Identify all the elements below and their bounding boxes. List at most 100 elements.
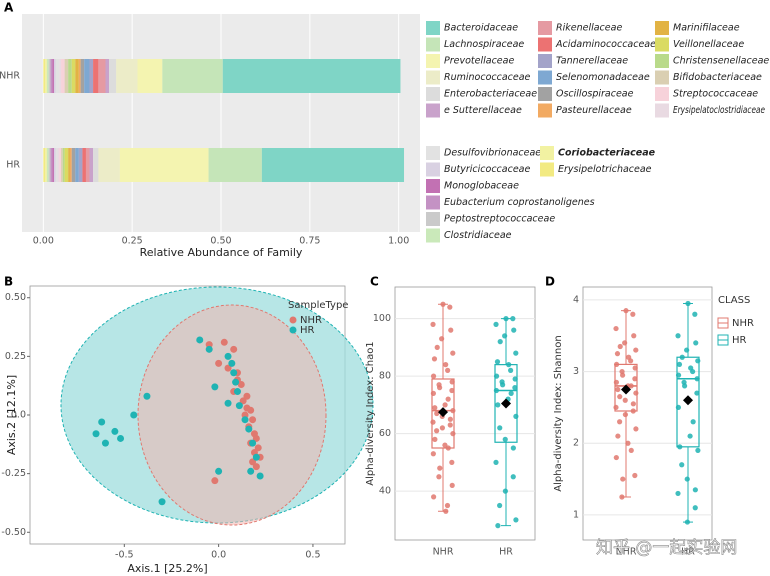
legend-swatch <box>538 21 552 35</box>
data-point <box>497 425 503 431</box>
confidence-ellipse <box>137 304 327 526</box>
data-point <box>613 454 619 461</box>
data-point <box>434 410 440 417</box>
data-point <box>690 419 696 425</box>
bar-segment <box>46 59 49 93</box>
data-point <box>437 465 443 471</box>
mean-marker <box>501 398 511 409</box>
legend-label: Peptostreptococcaceae <box>444 214 555 225</box>
data-point <box>224 399 232 407</box>
x-tick-label: HR <box>499 547 513 558</box>
mean-marker <box>621 384 631 395</box>
mean-marker <box>683 395 693 406</box>
legend-label: Ruminococcaceae <box>444 72 531 83</box>
bar-segment <box>48 148 51 182</box>
bar-segment <box>98 148 120 182</box>
data-point <box>622 397 628 403</box>
legend-swatch <box>538 70 552 85</box>
legend-label: Prevotellaceae <box>444 56 514 67</box>
legend-swatch <box>655 103 669 118</box>
data-point <box>622 411 629 418</box>
data-point <box>233 388 241 396</box>
bar-segment <box>57 148 60 182</box>
data-point <box>513 517 519 523</box>
data-point <box>92 430 100 438</box>
data-point <box>615 386 621 393</box>
data-point <box>252 453 260 461</box>
data-point <box>615 433 621 439</box>
legend-swatch <box>426 87 440 101</box>
bar-segment <box>43 148 46 182</box>
data-point <box>117 434 125 442</box>
data-point <box>450 431 456 437</box>
legend-label: Bacteroidaceae <box>444 23 518 34</box>
bar-segment <box>68 148 70 182</box>
legend-swatch <box>540 162 554 177</box>
x-tick-label: 0.0 <box>211 550 226 561</box>
data-point <box>632 376 638 382</box>
box <box>431 378 455 449</box>
data-point <box>256 472 264 480</box>
data-point <box>495 402 501 408</box>
y-tick-label: 60 <box>379 428 391 439</box>
legend-label: Monoglobaceae <box>444 181 519 192</box>
x-tick-label: 0.50 <box>210 236 231 247</box>
legend-label: Butyricicoccaceae <box>444 164 530 175</box>
data-point <box>493 373 500 379</box>
data-point <box>676 361 683 368</box>
data-point <box>692 487 698 493</box>
data-point <box>675 333 681 339</box>
data-point <box>695 358 701 364</box>
legend-swatch <box>426 70 440 85</box>
legend-swatch <box>426 212 440 226</box>
data-point <box>158 498 166 506</box>
data-point <box>445 367 451 373</box>
data-point <box>623 308 629 314</box>
data-point <box>684 347 690 353</box>
data-point <box>450 408 456 414</box>
data-point <box>633 426 639 432</box>
bar-segment <box>46 148 49 182</box>
legend-swatch <box>426 37 440 52</box>
x-tick-label: -0.5 <box>115 550 134 561</box>
data-point <box>513 413 519 419</box>
data-point <box>613 361 620 368</box>
legend-label: Veillonellaceae <box>673 39 744 50</box>
data-point <box>620 372 626 378</box>
data-point <box>619 494 625 500</box>
data-point <box>430 321 436 327</box>
legend-swatch <box>655 70 669 85</box>
bar-segment <box>48 59 51 93</box>
panel-label: C <box>370 275 379 289</box>
bar-segment <box>105 59 110 93</box>
data-point <box>494 359 501 365</box>
data-point <box>249 416 257 424</box>
data-point <box>679 354 685 360</box>
bar-segment <box>137 59 163 93</box>
legend-swatch <box>426 179 440 193</box>
bar-segment <box>78 59 81 93</box>
box <box>614 363 638 412</box>
data-point <box>235 402 243 410</box>
bar-segment <box>69 148 72 182</box>
bar-segment <box>208 148 262 182</box>
data-point <box>502 436 508 442</box>
data-point <box>432 436 438 442</box>
data-point <box>497 339 503 345</box>
data-point <box>510 316 516 322</box>
bar-segment <box>80 59 85 93</box>
x-tick-label: 0.75 <box>299 236 320 247</box>
legend-swatch <box>540 146 554 160</box>
legend-label: Eubacterium coprostanoligenes <box>444 197 595 208</box>
bar-segment <box>71 59 76 93</box>
data-point <box>693 340 699 346</box>
data-point <box>247 406 255 414</box>
bar-segment <box>52 59 54 93</box>
bar-segment <box>61 148 63 182</box>
legend-marker <box>289 316 297 324</box>
data-point <box>512 376 518 382</box>
data-point <box>493 387 499 394</box>
x-tick-label: 0.5 <box>305 550 320 561</box>
legend-label: HR <box>732 335 747 346</box>
data-point <box>690 368 696 375</box>
